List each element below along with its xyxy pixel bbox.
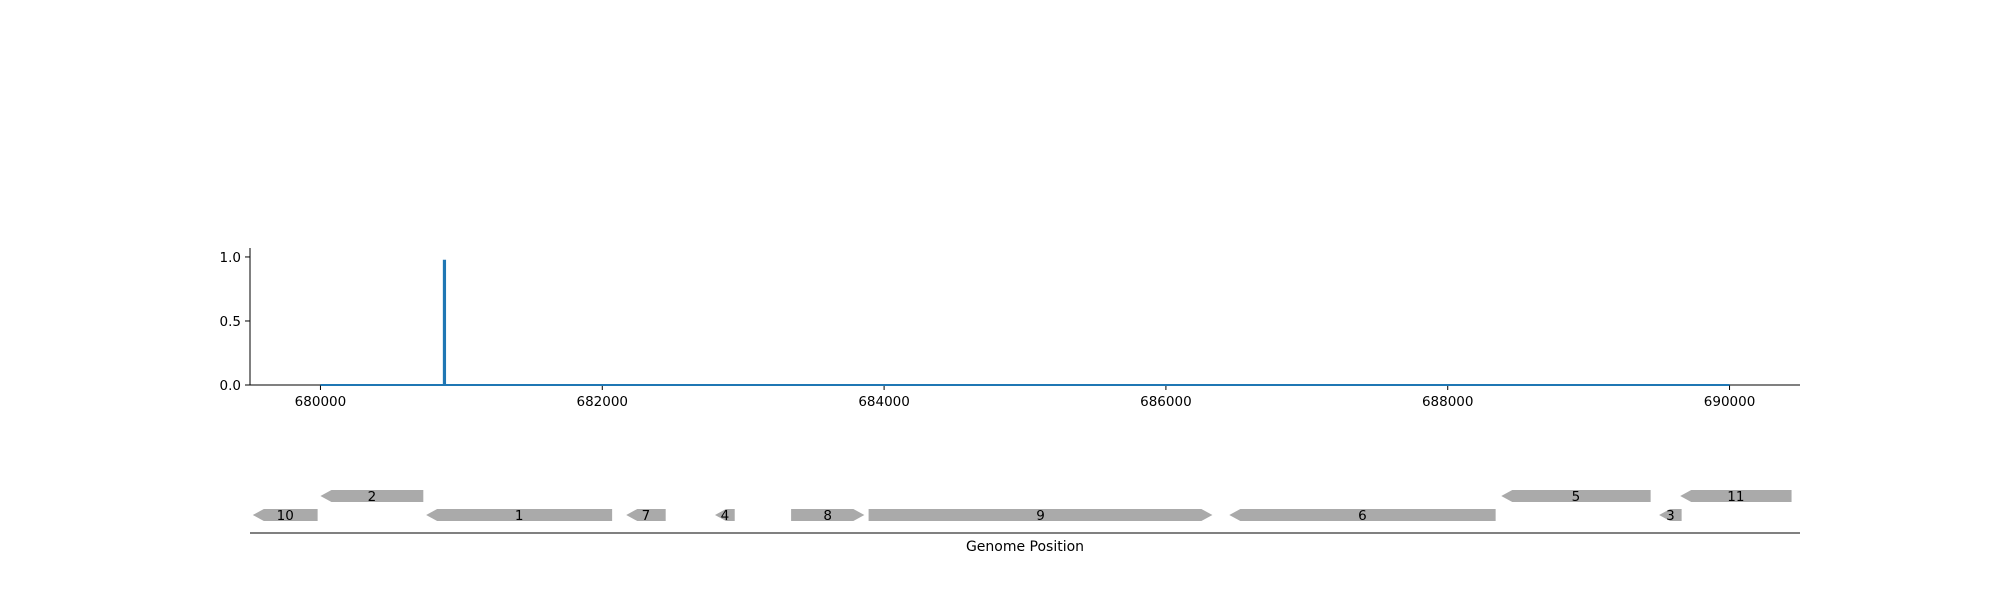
gene-label-6: 6 <box>1358 508 1367 524</box>
gene-label-4: 4 <box>721 508 730 524</box>
gene-label-11: 11 <box>1727 489 1744 505</box>
x-tick-label: 686000 <box>1140 394 1192 410</box>
gene-arrow-8 <box>791 509 865 521</box>
y-tick-label: 0.0 <box>220 378 241 394</box>
x-axis-title: Genome Position <box>966 539 1084 555</box>
gene-arrow-1 <box>426 509 613 521</box>
x-tick-label: 688000 <box>1422 394 1474 410</box>
x-tick-label: 682000 <box>576 394 628 410</box>
genes: 10 2 1 7 4 8 9 6 5 3 11 <box>252 489 1792 524</box>
y-tick-label: 1.0 <box>220 250 241 266</box>
gene-label-8: 8 <box>823 508 832 524</box>
gene-label-9: 9 <box>1036 508 1045 524</box>
gene-arrow-6 <box>1229 509 1496 521</box>
y-tick-label: 0.5 <box>220 314 241 330</box>
x-tick-label: 680000 <box>295 394 347 410</box>
gene-arrow-5 <box>1501 490 1651 502</box>
y-ticks: 0.0 0.5 1.0 <box>220 250 250 394</box>
coverage-plot: 0.0 0.5 1.0 680000 682000 684000 686000 688000… <box>220 248 1800 410</box>
x-tick-label: 684000 <box>858 394 910 410</box>
gene-arrow-4 <box>715 509 735 521</box>
x-ticks: 680000 682000 684000 686000 688000 690000 <box>295 385 1756 410</box>
gene-label-3: 3 <box>1666 508 1675 524</box>
gene-arrow-11 <box>1680 490 1792 502</box>
gene-label-7: 7 <box>642 508 651 524</box>
gene-arrow-3 <box>1659 509 1682 521</box>
gene-label-1: 1 <box>515 508 524 524</box>
gene-arrow-10 <box>252 509 318 521</box>
coverage-series-line <box>320 259 1730 386</box>
gene-label-10: 10 <box>277 508 294 524</box>
gene-label-2: 2 <box>368 489 377 505</box>
gene-arrow-9 <box>868 509 1213 521</box>
gene-arrow-7 <box>626 509 666 521</box>
x-tick-label: 690000 <box>1704 394 1756 410</box>
gene-arrow-2 <box>320 490 424 502</box>
gene-track: 10 2 1 7 4 8 9 6 5 3 11 Genome Position <box>250 489 1800 555</box>
gene-label-5: 5 <box>1572 489 1581 505</box>
